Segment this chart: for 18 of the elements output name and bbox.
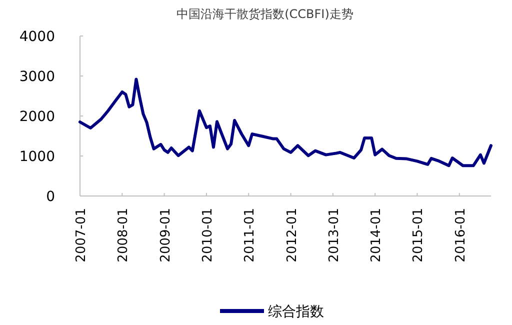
- x-tick-label: 2007-01: [74, 208, 89, 262]
- chart-title: 中国沿海干散货指数(CCBFI)走势: [176, 7, 354, 21]
- y-tick-label: 0: [46, 189, 55, 205]
- x-tick-label: 2012-01: [284, 208, 300, 262]
- x-tick-label: 2014-01: [369, 208, 384, 262]
- x-tick-label: 2009-01: [158, 208, 174, 262]
- y-tick-label: 1000: [19, 149, 55, 165]
- y-tick-label: 4000: [19, 29, 55, 45]
- x-tick-label: 2011-01: [242, 208, 258, 262]
- x-tick-label: 2008-01: [116, 208, 132, 262]
- x-tick-label: 2010-01: [200, 208, 216, 262]
- legend-label: 综合指数: [268, 304, 324, 320]
- x-tick-label: 2015-01: [411, 208, 426, 262]
- x-tick-label: 2016-01: [453, 208, 468, 262]
- y-tick-label: 3000: [19, 69, 55, 85]
- x-tick-label: 2013-01: [326, 208, 342, 262]
- y-tick-label: 2000: [19, 109, 55, 125]
- legend: 综合指数: [220, 304, 324, 320]
